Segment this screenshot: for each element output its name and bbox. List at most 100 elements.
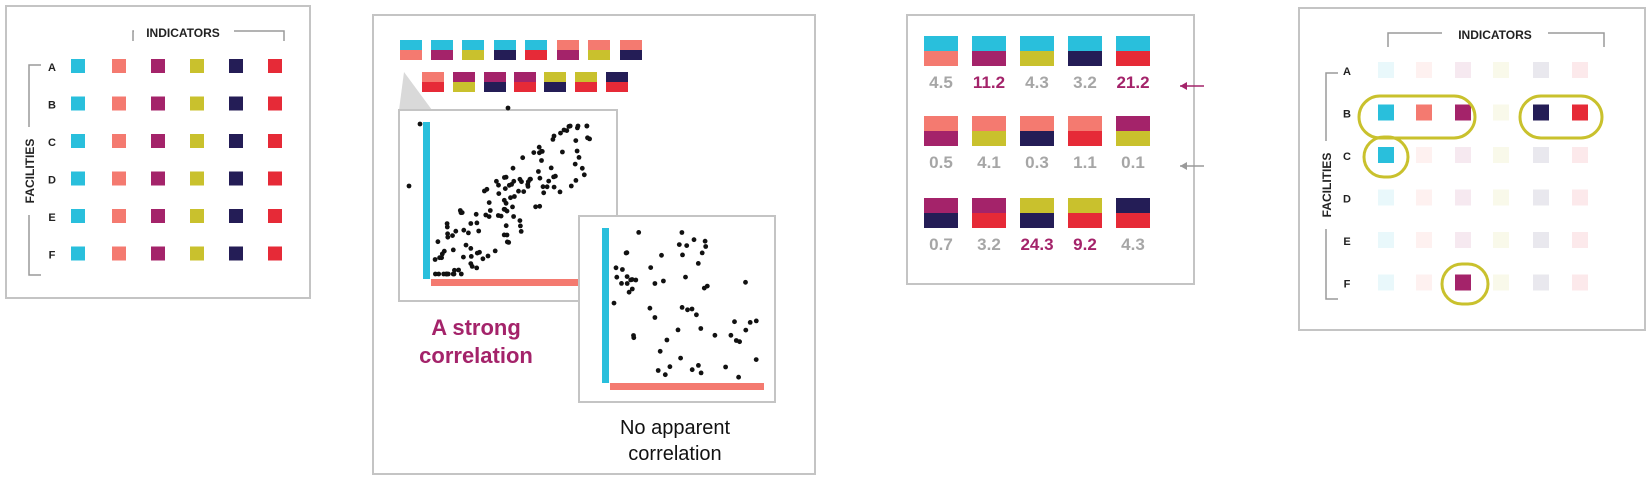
- facility-row-label: F: [49, 250, 56, 262]
- highlighted-matrix-cell: [1572, 104, 1588, 121]
- scatter-point: [436, 271, 442, 277]
- scatter-point: [461, 227, 467, 233]
- score-pair-chip: [1068, 198, 1102, 228]
- scatter-point: [564, 128, 570, 133]
- correlation-score: 3.2: [977, 235, 1001, 254]
- matrix-cell: [71, 246, 85, 261]
- indicator-pair-chip: [422, 72, 444, 92]
- scatter-point: [461, 254, 466, 260]
- no-correlation-label-line1: No apparent: [620, 417, 731, 439]
- scatter-point: [704, 283, 710, 289]
- scatter-point: [452, 267, 457, 273]
- scatter-point: [629, 286, 635, 292]
- scatter-point: [495, 213, 501, 218]
- highlight-b-second-group: [1518, 94, 1604, 140]
- matrix-cell: [268, 209, 282, 223]
- scatter-point: [468, 261, 474, 266]
- scatter-point: [573, 138, 579, 143]
- facility-row-label: A: [48, 62, 56, 74]
- matrix-cell: [190, 246, 204, 261]
- matrix-cell: [71, 96, 85, 111]
- scatter-point: [614, 274, 620, 280]
- scatter-point: [503, 223, 509, 229]
- scatter-point: [432, 257, 438, 262]
- scatter-point: [696, 363, 701, 368]
- scatter-point: [517, 176, 523, 182]
- matrix-cell: [190, 96, 204, 111]
- scatter-point: [747, 320, 753, 325]
- scatter-point: [468, 254, 474, 259]
- scatter-point: [504, 208, 510, 214]
- scatter-point: [679, 305, 685, 310]
- scatter-point: [521, 189, 527, 195]
- scatter-point: [624, 274, 630, 279]
- faded-matrix-cell: [1533, 62, 1549, 78]
- scatter-point: [689, 367, 695, 373]
- scatter-point: [737, 339, 742, 345]
- matrix-cell: [229, 209, 243, 223]
- indicator-pair-chip: [525, 40, 547, 60]
- facility-row-label: E: [1343, 236, 1350, 248]
- scatter-point: [540, 184, 546, 190]
- weak-x-axis: [610, 383, 764, 390]
- highlighted-matrix-cell: [1533, 104, 1549, 121]
- scatter-point: [679, 230, 685, 235]
- matrix-cell: [112, 59, 126, 73]
- faded-matrix-cell: [1378, 62, 1394, 78]
- scatter-point: [585, 135, 590, 141]
- faded-matrix-cell: [1493, 147, 1509, 163]
- score-pair-chip: [972, 116, 1006, 146]
- scatter-point: [579, 165, 585, 171]
- strong-x-axis: [431, 279, 601, 286]
- scatter-point: [661, 278, 666, 284]
- highlighted-matrix-cell: [1455, 104, 1471, 121]
- matrix-cell: [229, 134, 243, 148]
- indicator-pair-chip: [514, 72, 536, 92]
- facility-row-label: B: [48, 100, 56, 112]
- scatter-point: [458, 271, 464, 277]
- weak-y-axis: [602, 228, 609, 383]
- faded-matrix-cell: [1416, 147, 1432, 163]
- strong-correlation-label-line1: A strong: [431, 315, 521, 340]
- scatter-point: [703, 244, 709, 249]
- scatter-point: [536, 144, 542, 150]
- scatter-point: [531, 150, 537, 156]
- matrix-cell: [229, 246, 243, 261]
- scatter-point: [568, 183, 574, 189]
- scatter-point: [723, 364, 728, 370]
- matrix-cell: [268, 59, 282, 73]
- scatter-point: [487, 208, 493, 213]
- correlation-score: 3.2: [1073, 73, 1097, 92]
- scatter-point: [509, 182, 514, 187]
- faded-matrix-cell: [1493, 62, 1509, 78]
- scatter-point: [492, 248, 498, 254]
- scatter-point: [537, 203, 543, 209]
- faded-matrix-cell: [1378, 232, 1394, 248]
- scatter-point: [444, 221, 450, 227]
- highlight-c-cyan: [1362, 135, 1410, 179]
- scatter-point: [517, 218, 523, 224]
- indicator-pair-chip: [544, 72, 566, 92]
- faded-matrix-cell: [1416, 274, 1432, 291]
- strong-correlation-label-line2: correlation: [419, 343, 533, 368]
- scatter-point: [611, 300, 617, 306]
- scatter-point: [485, 253, 491, 259]
- highlight-outlines: [1357, 94, 1604, 306]
- indicator-pair-chip: [462, 40, 484, 60]
- matrix-cell: [151, 171, 165, 186]
- scatter-point: [511, 214, 516, 219]
- scatter-point: [633, 277, 639, 283]
- scatter-point: [486, 214, 492, 220]
- scatter-point: [541, 190, 547, 196]
- scatter-point: [699, 250, 705, 256]
- scatter-point: [712, 332, 718, 338]
- indicator-pair-chip: [484, 72, 506, 92]
- faded-matrix-cell: [1378, 189, 1394, 206]
- correlation-score: 0.7: [929, 235, 953, 254]
- scatter-point: [613, 265, 619, 271]
- scatter-point: [636, 230, 642, 235]
- scatter-point: [486, 200, 492, 206]
- scatter-point: [572, 161, 578, 167]
- scatter-point: [520, 155, 526, 161]
- scatter-point: [496, 182, 501, 188]
